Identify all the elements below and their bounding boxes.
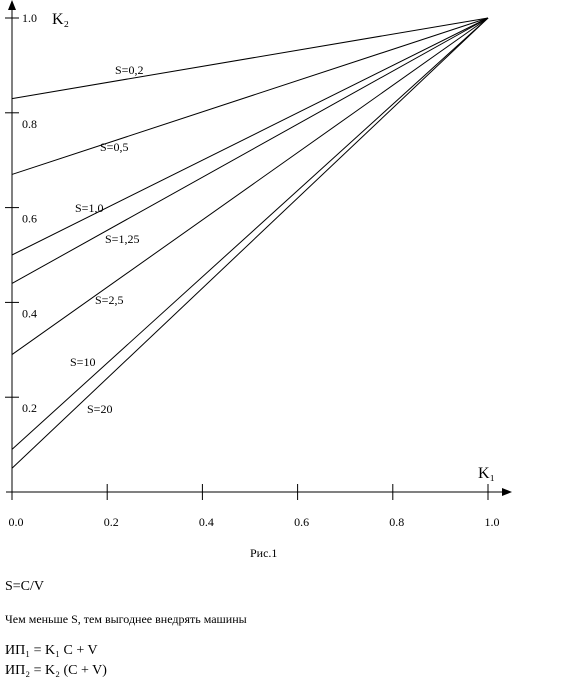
note: ИП₁ = K₁ C + V <box>5 643 98 658</box>
y-tick-label: 0.8 <box>22 117 37 131</box>
y-tick-label: 0.6 <box>22 212 37 226</box>
series-line <box>11 17 489 100</box>
series-label: S=1,25 <box>105 232 139 246</box>
series-label: S=1,0 <box>75 201 103 215</box>
note: Чем меньше S, тем выгоднее внедрять маши… <box>5 612 247 626</box>
series-line <box>11 17 489 469</box>
series-line <box>11 17 489 256</box>
series-label: S=10 <box>70 355 95 369</box>
series-label: S=0,5 <box>100 140 128 154</box>
y-tick-label: 0.2 <box>22 401 37 415</box>
y-arrow <box>8 0 16 10</box>
note: S=C/V <box>5 579 44 594</box>
x-tick-label: 0.2 <box>104 515 119 529</box>
x-tick-label: 0.8 <box>389 515 404 529</box>
series-label: S=2,5 <box>95 293 123 307</box>
x-tick-label: 1.0 <box>485 515 500 529</box>
caption: Рис.1 <box>250 546 277 560</box>
series-line <box>11 17 489 355</box>
series-label: S=0,2 <box>115 63 143 77</box>
series-line <box>11 17 489 284</box>
y-tick-label: 0.4 <box>22 306 37 320</box>
x-axis-label: K₁ <box>478 465 495 482</box>
x-arrow <box>502 488 512 496</box>
y-tick-label: 1.0 <box>22 11 37 25</box>
x-tick-label: 0.0 <box>9 515 24 529</box>
x-tick-label: 0.4 <box>199 515 214 529</box>
x-tick-label: 0.6 <box>294 515 309 529</box>
series-label: S=20 <box>87 402 112 416</box>
y-axis-label: K₂ <box>52 11 69 28</box>
note: ИП₂ = K₂ (C + V) <box>5 663 107 678</box>
series-line <box>11 17 489 450</box>
series-line <box>11 17 489 175</box>
